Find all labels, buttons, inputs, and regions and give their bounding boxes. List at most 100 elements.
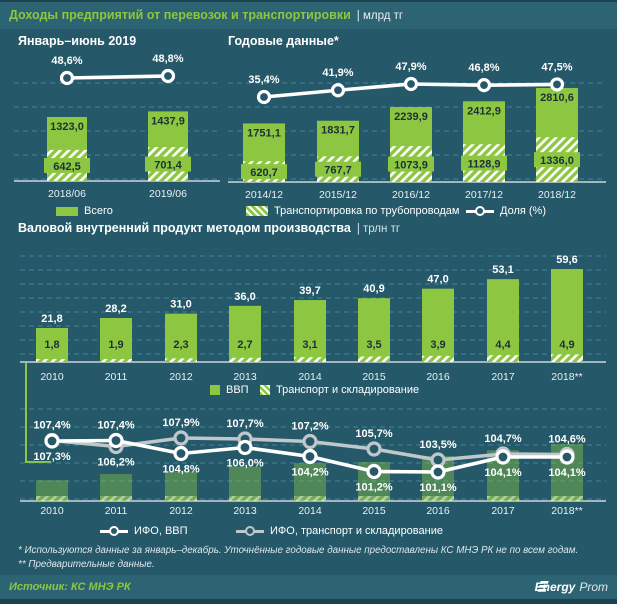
- x-tick-label: 2015/12: [319, 189, 357, 201]
- bar-transport-echo: [422, 496, 454, 501]
- transport-value-label: 1,9: [108, 339, 123, 351]
- pipeline-value-label: 1073,9: [394, 160, 428, 172]
- transport-value-label: 2,3: [173, 339, 188, 351]
- legend-item-share: Доля (%): [466, 203, 546, 219]
- ifo-gdp-marker: [430, 464, 446, 480]
- chart-annual: 1751,1 620,7 2014/12 1831,7 767,7 2015/12 2239…: [228, 61, 606, 201]
- legend-item-pipeline: Транспортировка по трубопроводам: [246, 203, 459, 219]
- bar-transport: [36, 359, 68, 362]
- bar-transport: [487, 355, 519, 362]
- bar-gdp: [229, 305, 261, 362]
- ifo-value-label-low: 104,8%: [162, 464, 200, 476]
- gdp-value-label: 40,9: [363, 283, 384, 295]
- ifo-gdp-line-marker-icon: [100, 525, 128, 537]
- share-marker: [330, 83, 346, 98]
- logo-prom-text: Prom: [579, 580, 608, 594]
- pipeline-value-label: 1336,0: [540, 155, 574, 167]
- bar-gdp-echo: [36, 480, 68, 501]
- label-patch: [534, 152, 580, 168]
- x-tick-label: 2016/12: [392, 189, 430, 201]
- bar-transport-echo: [36, 496, 68, 501]
- ifo-value-label-low: 104,2%: [291, 467, 329, 479]
- ifo-transport-marker: [430, 452, 446, 468]
- ifo-gdp-marker: [495, 449, 511, 465]
- total-swatch-icon: [56, 206, 78, 216]
- bar-transport: [100, 359, 132, 362]
- legend-gdp-label: ВВП: [226, 384, 249, 396]
- gdp-value-label: 21,8: [41, 313, 62, 325]
- ifo-value-label-low: 101,2%: [355, 482, 393, 494]
- share-value-label: 41,9%: [322, 67, 353, 79]
- bar-transport: [229, 357, 261, 362]
- legend-item-ifo-transport: ИФО, транспорт и складирование: [236, 523, 443, 539]
- ifo-gdp-marker: [108, 432, 124, 449]
- gdp-value-label: 28,2: [105, 303, 126, 315]
- bottom-edge: [0, 599, 617, 604]
- legend-item-transport: Транспорт и складирование: [260, 382, 419, 398]
- energyprom-logo-icon: [537, 581, 549, 592]
- share-marker: [256, 89, 272, 105]
- annual-chart-title: Годовые данные*: [228, 34, 339, 48]
- transport-value-label: 4,9: [559, 339, 574, 351]
- ifo-value-label-high: 104,7%: [484, 433, 522, 445]
- ifo-value-label-high: 107,9%: [162, 417, 200, 429]
- gdp-value-label: 47,0: [427, 274, 448, 286]
- transport-value-label: 3,1: [302, 339, 317, 351]
- x-tick-label: 2017: [491, 371, 515, 383]
- bar-transport: [294, 357, 326, 362]
- ifo-value-label-low: 104,1%: [548, 467, 586, 479]
- label-patch: [461, 155, 507, 171]
- share-marker: [160, 68, 176, 84]
- x-tick-label: 2013: [233, 371, 257, 383]
- share-marker: [549, 77, 565, 92]
- ifo-value-label-high: 107,7%: [226, 418, 264, 430]
- bar-transport: [422, 355, 454, 362]
- total-value-label: 2810,6: [540, 92, 574, 104]
- share-marker: [403, 76, 419, 92]
- ifo-transport-marker: [173, 430, 189, 446]
- x-tick-label: 2016: [426, 371, 450, 383]
- x-tick-label: 2018/12: [538, 189, 576, 201]
- total-value-label: 1323,0: [50, 121, 84, 133]
- page-title-unit: | млрд тг: [356, 10, 404, 22]
- pipeline-value-label: 701,4: [154, 160, 182, 172]
- bar-transport: [358, 356, 390, 362]
- x-tick-label: 2011: [105, 371, 128, 383]
- label-patch: [388, 156, 434, 172]
- x-tick-label: 2013: [233, 505, 257, 517]
- ifo-gdp-marker: [302, 448, 318, 465]
- bar-gdp: [36, 327, 68, 362]
- x-tick-label: 2018**: [551, 505, 583, 517]
- x-tick-label: 2010: [40, 505, 64, 517]
- legend-pipeline-label: Транспортировка по трубопроводам: [274, 205, 460, 217]
- gdp-title-text: Валовой внутренний продукт методом произ…: [18, 221, 351, 235]
- x-tick-label: 2015: [362, 371, 386, 383]
- bar-gdp: [487, 279, 519, 362]
- gdp-value-label: 36,0: [234, 291, 255, 303]
- ifo-gdp-marker: [559, 449, 575, 465]
- label-patch: [44, 157, 90, 173]
- chart-ifo: 107,4% 107,3% 2010 107,4% 106,2% 2011 107,9% 10…: [20, 408, 606, 517]
- share-value-label: 47,5%: [541, 61, 572, 73]
- x-tick-label: 2019/06: [149, 188, 187, 200]
- x-tick-label: 2012: [169, 371, 193, 383]
- bar-gdp-echo: [294, 463, 326, 501]
- share-value-label: 35,4%: [248, 74, 279, 86]
- ifo-value-label-high: 104,6%: [548, 434, 586, 446]
- footnote-1: * Используются данные за январь–декабрь.…: [18, 545, 579, 556]
- share-line-marker-icon: [466, 205, 494, 217]
- gdp-value-label: 39,7: [299, 285, 320, 297]
- ifo-gdp-marker: [366, 463, 382, 480]
- gdp-value-label: 31,0: [170, 299, 191, 311]
- x-tick-label: 2011: [105, 505, 128, 517]
- ifo-gdp-marker: [237, 439, 253, 456]
- transport-swatch-icon: [260, 385, 270, 395]
- bar-gdp: [165, 313, 197, 362]
- ifo-gdp-marker: [44, 433, 60, 449]
- gdp-swatch-icon: [210, 385, 220, 395]
- x-tick-label: 2012: [169, 505, 193, 517]
- legend-ifo-gdp-label: ИФО, ВВП: [134, 525, 188, 537]
- x-tick-label: 2015: [362, 505, 386, 517]
- halfyear-chart-title: Январь–июнь 2019: [18, 34, 137, 48]
